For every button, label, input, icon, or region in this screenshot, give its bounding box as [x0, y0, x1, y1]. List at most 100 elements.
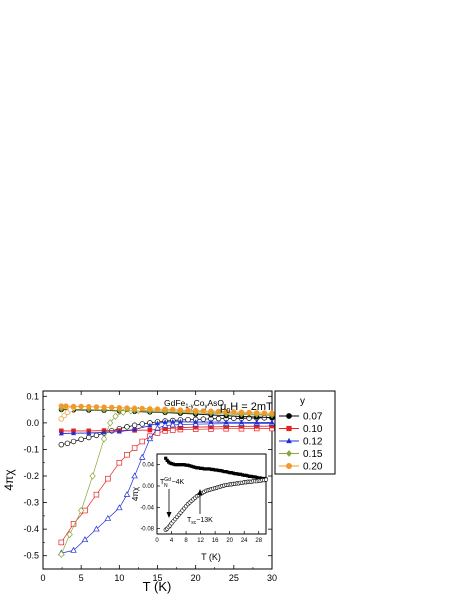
series-zfc-point	[78, 436, 84, 443]
inset-filled-point	[258, 476, 263, 480]
series-fc-point	[254, 410, 260, 416]
inset-filled-point	[209, 467, 214, 472]
series-zfc-point	[231, 415, 237, 422]
inset-filled-point	[169, 462, 174, 466]
legend-marker	[285, 462, 293, 470]
inset-filled-point	[171, 462, 175, 466]
series-zfc-point	[112, 412, 119, 420]
series-fc-point	[58, 403, 65, 409]
main-x-tick-label: 15	[152, 573, 162, 583]
series-zfc-point	[66, 530, 73, 539]
inset-filled-point	[237, 472, 241, 476]
series-fc-point	[208, 408, 214, 414]
series-zfc-point	[123, 491, 131, 497]
series-fc-point	[170, 406, 176, 413]
tsc-base: T	[187, 517, 192, 524]
main-x-tick-label: 0	[40, 573, 45, 583]
inset-x-tick-label: 24	[241, 538, 248, 544]
inset-open-point	[263, 477, 269, 482]
inset-filled-point	[229, 471, 234, 475]
series-zfc-point	[89, 472, 96, 480]
tn-base: T	[160, 479, 165, 486]
tn-arrowhead	[166, 512, 172, 518]
tn-sup: Gd	[164, 477, 171, 483]
series-zfc-point	[78, 506, 85, 515]
main-y-tick-label: -0.3	[23, 498, 39, 508]
series-fc-point	[78, 403, 84, 410]
series-zfc-point	[261, 415, 268, 421]
legend-marker	[286, 450, 292, 457]
series-fc-point	[177, 407, 184, 413]
main-series-layer	[58, 403, 276, 559]
inset-filled-point	[235, 472, 239, 476]
main-x-tick-label: 10	[114, 573, 124, 583]
inset-filled-point	[164, 456, 168, 460]
legend-entries: 0.070.10 0.120.15 0.20	[279, 412, 323, 473]
inset-filled-point	[248, 474, 252, 478]
inset-x-tick-label: 4	[170, 538, 174, 544]
series-zfc-point	[131, 445, 138, 451]
inset-y-tick-label: 0.00	[142, 484, 154, 490]
legend: y 0.070.10 0.120.15 0.20	[274, 390, 336, 475]
inset-filled-point	[233, 472, 237, 476]
series-fc-point	[185, 407, 191, 414]
main-x-tick-label: 25	[229, 573, 239, 583]
inset-x-tick-label: 28	[255, 538, 262, 544]
series-fc-point	[154, 420, 161, 426]
series-fc-point	[63, 403, 69, 409]
inset-filled-point	[231, 471, 235, 475]
series-fc-point	[101, 404, 107, 410]
series-zfc-point	[154, 430, 161, 436]
series-zfc-point	[169, 421, 176, 428]
inset-filled-point	[217, 468, 221, 473]
series-zfc-point	[93, 491, 100, 498]
series-fc-point	[223, 419, 229, 425]
legend-marker	[286, 437, 292, 444]
series-fc-point	[238, 419, 244, 425]
series-0_20	[58, 403, 275, 422]
inset-filled-point	[251, 475, 255, 479]
inset-series-layer	[163, 456, 269, 532]
series-zfc-point	[124, 424, 130, 430]
series-zfc-point	[104, 514, 112, 521]
series-zfc-point	[116, 504, 123, 511]
main-y-tick-label: -0.1	[23, 444, 39, 454]
field-sub: 0	[226, 408, 230, 415]
compound-sub1: 1-y	[185, 404, 193, 410]
inset-filled-point	[189, 464, 194, 468]
inset-filled-point	[240, 473, 244, 477]
series-zfc-point	[154, 424, 161, 431]
series-fc-point	[269, 410, 275, 417]
series-zfc-point	[58, 416, 65, 422]
series-fc-point	[58, 430, 64, 436]
series-fc-point	[86, 430, 92, 435]
series-zfc-point	[81, 536, 89, 543]
series-0_12	[58, 419, 276, 556]
main-y-tick-label: -0.4	[23, 524, 39, 534]
series-zfc-point	[105, 475, 111, 482]
legend-box	[274, 390, 336, 475]
series-fc-point	[193, 419, 199, 424]
tn-rest: ~4K	[172, 479, 185, 486]
inset-filled-point	[218, 468, 223, 473]
series-zfc-point	[170, 427, 176, 433]
series-fc-point	[208, 424, 214, 430]
inset-filled-point	[195, 466, 199, 470]
inset-x-tick-label: 8	[184, 538, 188, 544]
series-fc-point	[239, 424, 244, 429]
series-zfc-point	[70, 546, 77, 553]
inset-filled-point	[224, 470, 228, 474]
series-fc-point	[162, 419, 168, 424]
series-fc-point	[124, 405, 130, 411]
series-fc-point	[246, 409, 252, 416]
series-fc-point	[162, 406, 168, 413]
series-zfc-point	[124, 452, 130, 458]
series-fc-point	[162, 426, 168, 432]
inset-axis-ticks: 0 4 8 12 16 20 24 28 -0.08 -0.04 0.00 0.04	[140, 463, 262, 544]
compound-mid: Co	[194, 398, 205, 408]
inset-y-axis-label: 4πχ	[131, 486, 140, 501]
tsc-sub: sc	[191, 520, 197, 526]
inset-x-axis-label: T (K)	[201, 552, 221, 562]
series-fc-point	[269, 423, 275, 429]
